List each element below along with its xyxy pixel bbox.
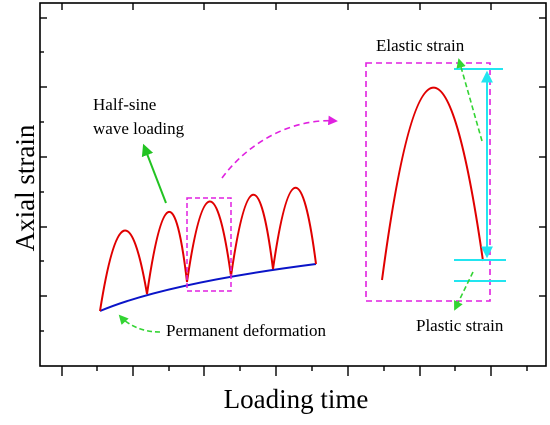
- permanent-deformation-curve: [99, 263, 317, 312]
- wave-loading-label: wave loading: [93, 119, 185, 138]
- y-axis-title: Axial strain: [10, 124, 40, 251]
- elastic-strain-arrow: [456, 58, 483, 142]
- permanent-deformation-arrow: [118, 314, 161, 333]
- x-axis-title: Loading time: [224, 384, 369, 414]
- selected-pulse-box: [186, 197, 232, 292]
- x-ticks: [61, 3, 528, 376]
- half-sine-arrow: [141, 143, 167, 204]
- y-ticks: [40, 17, 546, 332]
- half-sine-label: Half-sine: [93, 95, 156, 114]
- strain-markers: [454, 68, 506, 282]
- half-sine-wave: [99, 186, 317, 312]
- plastic-strain-arrow: [454, 271, 474, 311]
- zoom-arrow: [221, 115, 338, 179]
- elastic-strain-label: Elastic strain: [376, 36, 465, 55]
- plot-frame: [39, 2, 547, 367]
- permanent-deformation-label: Permanent deformation: [166, 321, 327, 340]
- plastic-strain-label: Plastic strain: [416, 316, 504, 335]
- enlarged-pulse: [381, 86, 484, 281]
